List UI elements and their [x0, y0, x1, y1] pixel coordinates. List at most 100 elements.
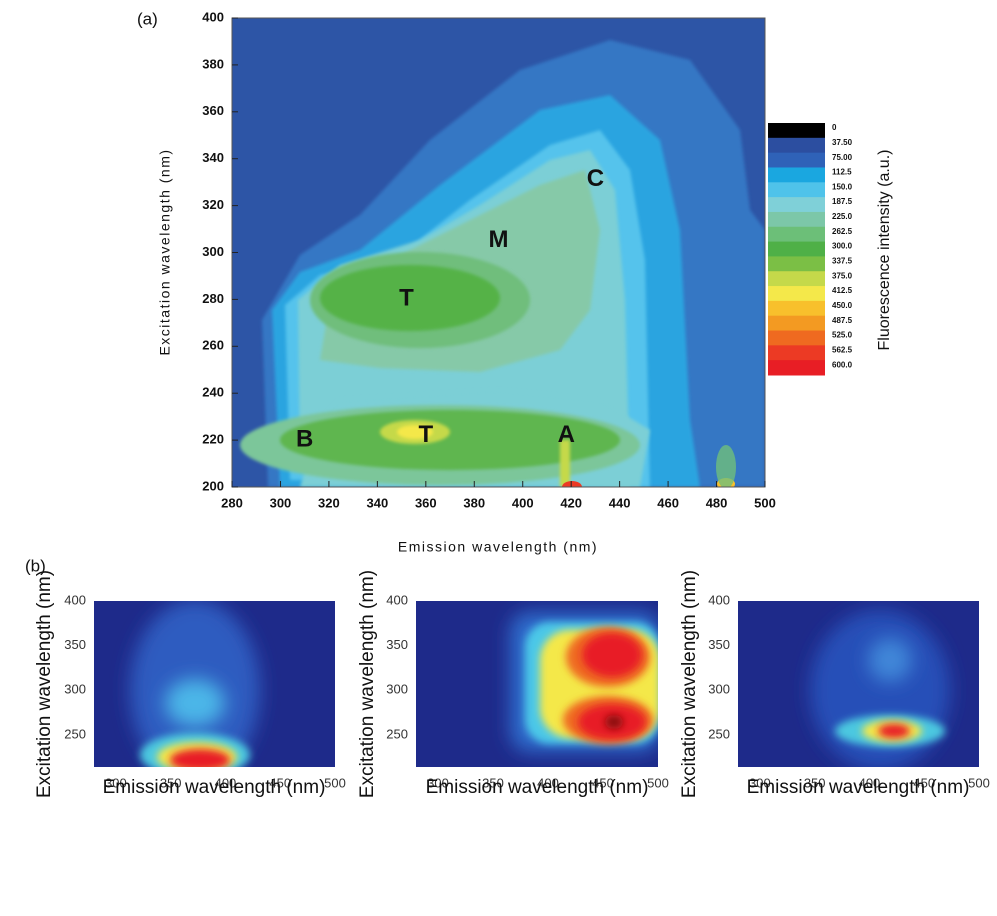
colorbar-band	[768, 167, 825, 183]
x-tick-label: 300	[105, 775, 127, 790]
colorbar-label: 112.5	[832, 168, 852, 177]
panel-label: (b)	[25, 556, 46, 575]
x-tick-label: 350	[804, 775, 826, 790]
x-tick-label: 500	[324, 775, 346, 790]
x-tick-label: 460	[657, 495, 679, 510]
heatmap-fill	[416, 601, 658, 767]
colorbar-label: 337.5	[832, 257, 853, 266]
y-axis-label: Excitation wavelength (nm)	[679, 570, 700, 798]
colorbar-band	[768, 271, 825, 287]
x-tick-label: 320	[318, 495, 340, 510]
colorbar-label: 37.50	[832, 138, 853, 147]
y-tick-label: 340	[202, 150, 224, 165]
colorbar-band	[768, 286, 825, 302]
y-tick-label: 360	[202, 103, 224, 118]
heatmap-fill	[738, 601, 979, 767]
colorbar-band	[768, 300, 825, 317]
y-tick-label: 250	[708, 726, 730, 741]
colorbar-band	[768, 360, 825, 376]
colorbar-band	[768, 197, 825, 213]
colorbar-label: 525.0	[832, 331, 853, 340]
y-tick-label: 200	[202, 478, 224, 493]
x-tick-label: 350	[160, 775, 182, 790]
colorbar-band	[768, 182, 825, 198]
x-tick-label: 280	[221, 495, 243, 510]
colorbar-label: 225.0	[832, 212, 853, 221]
y-axis-label: Excitation wavelength (nm)	[157, 148, 173, 355]
x-tick-label: 500	[754, 495, 776, 510]
x-tick-label: 350	[482, 775, 504, 790]
x-axis-label: Emission wavelength (nm)	[747, 777, 970, 798]
x-tick-label: 450	[913, 775, 935, 790]
colorbar-label: 300.0	[832, 242, 853, 251]
colorbar-band	[768, 211, 825, 228]
x-tick-label: 400	[512, 495, 534, 510]
colorbar-band	[768, 241, 825, 257]
colorbar-label: 487.5	[832, 316, 853, 325]
x-tick-label: 380	[463, 495, 485, 510]
x-tick-label: 400	[859, 775, 881, 790]
x-axis-label: Emission wavelength (nm)	[426, 777, 649, 798]
y-tick-label: 300	[64, 682, 86, 697]
peak-label: A	[558, 421, 575, 448]
y-tick-label: 260	[202, 338, 224, 353]
colorbar-band	[768, 137, 825, 154]
contour-fill	[232, 18, 765, 487]
x-axis-label: Emission wavelength (nm)	[103, 777, 326, 798]
y-tick-label: 400	[386, 592, 408, 607]
x-tick-label: 300	[749, 775, 771, 790]
colorbar-label: 375.0	[832, 271, 853, 280]
colorbar-label: 75.00	[832, 153, 853, 162]
y-tick-label: 400	[64, 592, 86, 607]
y-tick-label: 380	[202, 56, 224, 71]
colorbar-label: 412.5	[832, 286, 853, 295]
colorbar-label: 150.0	[832, 182, 853, 191]
y-tick-label: 300	[708, 682, 730, 697]
x-tick-label: 360	[415, 495, 437, 510]
y-tick-label: 250	[64, 726, 86, 741]
y-axis-label: Excitation wavelength (nm)	[357, 570, 378, 798]
x-tick-label: 400	[215, 775, 237, 790]
panel-label: (a)	[137, 9, 158, 28]
colorbar-label: 562.5	[832, 345, 853, 354]
x-tick-label: 500	[968, 775, 990, 790]
peak-label: B	[296, 425, 313, 452]
colorbar-band	[768, 226, 825, 243]
x-tick-label: 450	[592, 775, 614, 790]
y-tick-label: 280	[202, 291, 224, 306]
colorbar-band	[768, 315, 825, 332]
y-tick-label: 400	[202, 9, 224, 24]
x-tick-label: 340	[367, 495, 389, 510]
x-tick-label: 300	[427, 775, 449, 790]
y-tick-label: 350	[708, 637, 730, 652]
y-tick-label: 400	[708, 592, 730, 607]
colorbar-label: 262.5	[832, 227, 853, 236]
x-tick-label: 450	[269, 775, 291, 790]
y-tick-label: 350	[64, 637, 86, 652]
x-tick-label: 420	[560, 495, 582, 510]
x-tick-label: 440	[609, 495, 631, 510]
y-tick-label: 320	[202, 197, 224, 212]
colorbar-label: 600.0	[832, 360, 853, 369]
y-tick-label: 300	[386, 682, 408, 697]
x-tick-label: 300	[270, 495, 292, 510]
colorbar-label: 0	[832, 123, 837, 132]
colorbar-band	[768, 345, 825, 361]
y-axis-label: Excitation wavelength (nm)	[34, 570, 55, 798]
colorbar-band	[768, 256, 825, 272]
y-tick-label: 350	[386, 637, 408, 652]
colorbar-label: 450.0	[832, 301, 853, 310]
peak-label: C	[587, 165, 604, 192]
y-tick-label: 220	[202, 432, 224, 447]
x-axis-label: Emission wavelength (nm)	[398, 539, 598, 555]
x-tick-label: 480	[706, 495, 728, 510]
heatmap-fill	[94, 601, 335, 767]
colorbar-label: 187.5	[832, 197, 853, 206]
colorbar-band	[768, 330, 825, 346]
x-tick-label: 400	[537, 775, 559, 790]
y-tick-label: 300	[202, 244, 224, 259]
colorbar-band	[768, 123, 825, 139]
y-tick-label: 240	[202, 385, 224, 400]
y-tick-label: 250	[386, 726, 408, 741]
